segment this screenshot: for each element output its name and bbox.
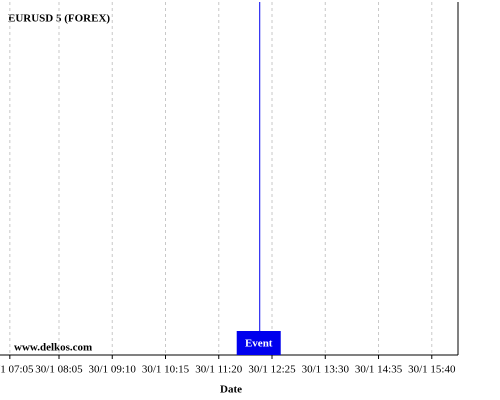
x-tick-label: 30/1 07:05 — [0, 364, 34, 376]
x-tick-label: 30/1 14:35 — [355, 364, 403, 376]
x-tick-label: 30/1 13:30 — [302, 364, 350, 376]
x-tick-label: 30/1 10:15 — [142, 364, 190, 376]
x-axis-label: Date — [220, 384, 242, 396]
event-label: Event — [245, 338, 273, 350]
x-tick-label: 30/1 09:10 — [89, 364, 137, 376]
x-tick-label: 30/1 12:25 — [248, 364, 296, 376]
y-tick-label: 1.1024 — [462, 0, 493, 1]
event-label-box — [236, 331, 281, 355]
chart-title: EURUSD 5 (FOREX) — [8, 13, 110, 25]
x-tick-label: 30/1 08:05 — [35, 364, 83, 376]
x-tick-label: 30/1 15:40 — [408, 364, 456, 376]
x-tick-label: 30/1 11:20 — [195, 364, 242, 376]
watermark: www.delkos.com — [14, 342, 92, 354]
